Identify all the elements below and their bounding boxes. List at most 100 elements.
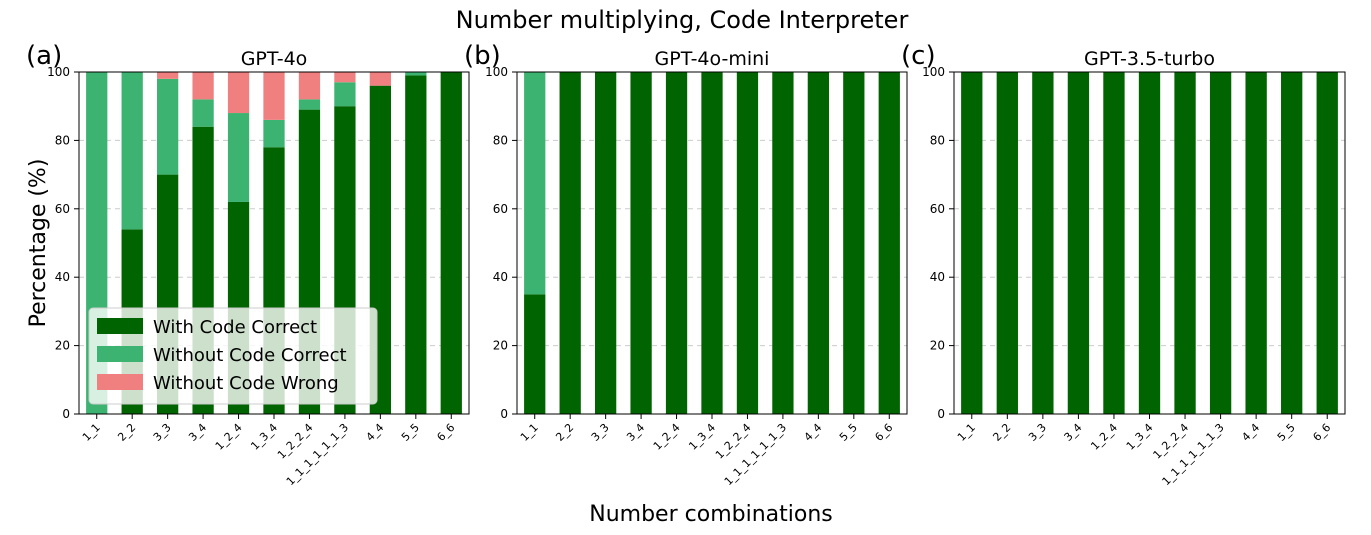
bar-without-code-correct-1-3-4 <box>263 119 285 148</box>
bar-without-code-correct-1-2-2-4 <box>298 99 321 110</box>
x-tick-label-1-1: 1_1 <box>80 421 103 444</box>
bar-with-code-correct-3-3 <box>1032 72 1054 414</box>
y-tick-label: 80 <box>493 133 508 147</box>
figure-title: Number multiplying, Code Interpreter <box>456 6 909 34</box>
bar-with-code-correct-1-2-2-4 <box>1174 72 1196 414</box>
bar-with-code-correct-1-1-1-1-1-1-3 <box>1209 72 1232 414</box>
y-tick-label: 20 <box>493 339 508 353</box>
y-tick-label: 100 <box>485 65 508 79</box>
panel-label: (c) <box>901 41 936 71</box>
bar-without-code-correct-5-5 <box>405 72 427 76</box>
x-tick-label-1-3-4: 1_3_4 <box>686 421 718 453</box>
bar-with-code-correct-6-6 <box>1316 72 1338 414</box>
x-tick-label-1-2-4: 1_2_4 <box>1088 421 1120 453</box>
y-tick-label: 40 <box>55 270 70 284</box>
y-tick-label: 60 <box>930 202 945 216</box>
x-tick-label-6-6: 6_6 <box>434 421 457 444</box>
bar-without-code-correct-1-1-1-1-1-1-3 <box>334 82 356 107</box>
bar-with-code-correct-2-2 <box>559 72 581 414</box>
bar-with-code-correct-1-2-2-4 <box>736 72 759 414</box>
bar-with-code-correct-1-1 <box>961 72 983 414</box>
y-tick-label: 40 <box>930 270 945 284</box>
bar-without-code-correct-2-2 <box>121 72 143 230</box>
x-tick-label-6-6: 6_6 <box>872 421 895 444</box>
y-tick-label: 0 <box>937 407 945 421</box>
y-tick-label: 60 <box>493 202 508 216</box>
bar-with-code-correct-5-5 <box>405 75 427 415</box>
bar-without-code-correct-1-2-4 <box>227 113 250 202</box>
bar-without-code-wrong-1-2-2-4 <box>298 72 321 100</box>
legend-label-with-code-correct: With Code Correct <box>153 317 317 338</box>
bar-with-code-correct-2-2 <box>996 72 1018 414</box>
bar-with-code-correct-1-3-4 <box>701 72 723 414</box>
legend-swatch-with-code-correct <box>97 318 143 334</box>
y-tick-label: 20 <box>55 339 70 353</box>
bar-without-code-wrong-1-1-1-1-1-1-3 <box>334 72 356 83</box>
panel-label: (b) <box>464 41 501 71</box>
panel-label: (a) <box>26 41 62 71</box>
y-tick-label: 40 <box>493 270 508 284</box>
bar-with-code-correct-5-5 <box>1281 72 1303 414</box>
axes-frame <box>516 71 908 415</box>
bar-with-code-correct-1-2-4 <box>665 72 688 414</box>
y-tick-label: 0 <box>62 407 70 421</box>
bar-without-code-correct-3-4 <box>192 99 214 127</box>
x-tick-label-3-4: 3_4 <box>624 421 647 444</box>
panel-title: GPT-4o-mini <box>655 48 770 70</box>
x-axis-label: Number combinations <box>589 502 832 527</box>
legend-swatch-without-code-wrong <box>97 374 143 390</box>
legend-label-without-code-wrong: Without Code Wrong <box>153 373 339 394</box>
bar-without-code-wrong-1-3-4 <box>263 72 285 120</box>
x-tick-label-5-5: 5_5 <box>399 421 422 444</box>
panel-title: GPT-3.5-turbo <box>1084 48 1215 70</box>
x-tick-label-2-2: 2_2 <box>990 421 1013 444</box>
x-tick-label-1-2-4: 1_2_4 <box>213 421 245 453</box>
x-tick-label-2-2: 2_2 <box>553 421 576 444</box>
axes-frame <box>78 71 470 415</box>
x-tick-label-3-3: 3_3 <box>1026 421 1049 444</box>
x-tick-label-3-4: 3_4 <box>186 421 209 444</box>
x-tick-label-1-1: 1_1 <box>955 421 978 444</box>
bar-with-code-correct-3-4 <box>630 72 652 414</box>
x-tick-label-6-6: 6_6 <box>1310 421 1333 444</box>
x-tick-label-4-4: 4_4 <box>802 421 825 444</box>
legend <box>88 307 378 405</box>
bar-with-code-correct-6-6 <box>440 72 462 414</box>
y-tick-label: 100 <box>47 65 70 79</box>
x-tick-label-1-1-1-1-1-1-3: 1_1_1_1_1_1_3 <box>722 421 789 488</box>
x-tick-label-2-2: 2_2 <box>115 421 138 444</box>
x-tick-label-4-4: 4_4 <box>1239 421 1262 444</box>
x-tick-label-5-5: 5_5 <box>837 421 860 444</box>
bar-with-code-correct-1-1 <box>524 294 546 414</box>
bar-with-code-correct-1-3-4 <box>1138 72 1161 414</box>
x-tick-label-1-3-4: 1_3_4 <box>1124 421 1156 453</box>
x-tick-label-1-1: 1_1 <box>518 421 541 444</box>
legend-swatch-without-code-correct <box>97 346 143 362</box>
bar-without-code-correct-1-1 <box>524 72 546 295</box>
x-tick-label-5-5: 5_5 <box>1275 421 1298 444</box>
y-tick-label: 60 <box>55 202 70 216</box>
bar-without-code-wrong-3-3 <box>157 72 179 79</box>
bar-with-code-correct-6-6 <box>878 72 900 414</box>
x-tick-label-4-4: 4_4 <box>364 421 387 444</box>
x-tick-label-3-4: 3_4 <box>1062 421 1085 444</box>
bar-with-code-correct-3-4 <box>1067 72 1090 414</box>
panel-gpt-4o: 1_1 2_2 3_3 3_4 1_2_4 1_3_41_2_2_41_1_1_1_1_1… <box>26 41 470 488</box>
bar-without-code-wrong-3-4 <box>192 72 214 100</box>
bar-with-code-correct-1-1-1-1-1-1-3 <box>772 72 794 414</box>
y-tick-label: 80 <box>55 133 70 147</box>
bar-with-code-correct-5-5 <box>843 72 865 414</box>
bar-without-code-correct-3-3 <box>157 78 179 175</box>
bar-with-code-correct-1-2-4 <box>1103 72 1125 414</box>
x-tick-label-3-3: 3_3 <box>589 421 612 444</box>
x-tick-label-1-3-4: 1_3_4 <box>248 421 280 453</box>
y-tick-label: 0 <box>500 407 508 421</box>
x-tick-label-1-1-1-1-1-1-3: 1_1_1_1_1_1_3 <box>1160 421 1227 488</box>
y-tick-label: 80 <box>930 133 945 147</box>
y-tick-label: 100 <box>922 65 945 79</box>
bar-without-code-wrong-1-2-4 <box>227 72 250 114</box>
axes-frame <box>953 71 1346 415</box>
x-tick-label-1-1-1-1-1-1-3: 1_1_1_1_1_1_3 <box>284 421 351 488</box>
panel-gpt-4o-mini: 1_1 2_2 3_3 3_4 1_2_4 1_3_41_2_2_41_1_1_1_1_1… <box>464 41 908 488</box>
